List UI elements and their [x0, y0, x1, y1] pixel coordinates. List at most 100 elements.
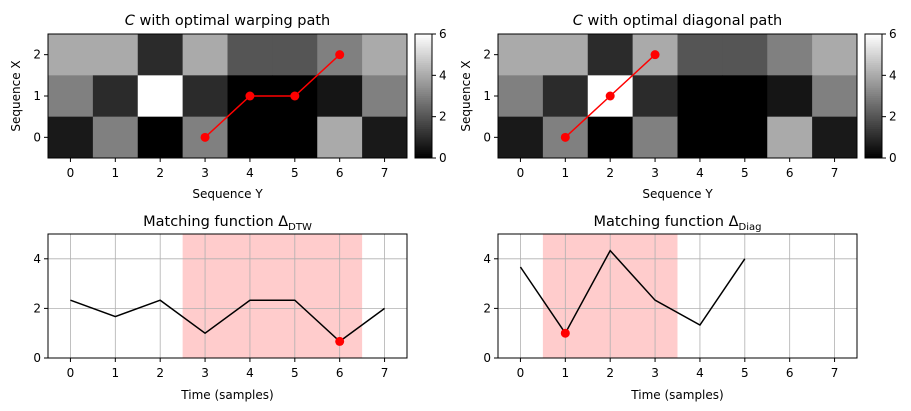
colorbar-swatch	[865, 81, 882, 85]
colorbar-swatch	[865, 38, 882, 41]
heatmap-cell	[137, 75, 184, 118]
heatmap-cell	[498, 116, 544, 159]
path-point	[290, 91, 300, 101]
colorbar-swatch	[415, 67, 432, 70]
x-tick-label: 6	[786, 166, 794, 180]
colorbar-swatch	[865, 137, 882, 140]
colorbar-swatch	[865, 145, 882, 149]
colorbar-swatch	[415, 102, 432, 105]
colorbar-swatch	[415, 120, 432, 124]
colorbar-swatch	[415, 139, 432, 142]
x-tick-label: 4	[246, 366, 254, 380]
heatmap-cell	[137, 116, 184, 159]
colorbar-swatch	[865, 147, 882, 151]
y-axis-label: Sequence X	[9, 60, 23, 131]
heatmap-cell	[362, 34, 408, 76]
colorbar-swatch	[865, 151, 882, 155]
colorbar-swatch	[865, 40, 882, 43]
heatmap-cell	[92, 75, 139, 118]
colorbar-swatch	[865, 48, 882, 52]
colorbar-tick-label: 0	[439, 151, 447, 165]
colorbar-swatch	[865, 155, 882, 159]
colorbar-swatch	[415, 110, 432, 114]
colorbar-swatch	[415, 151, 432, 155]
colorbar-swatch	[865, 139, 882, 142]
colorbar-swatch	[865, 69, 882, 72]
path-line	[204, 54, 341, 138]
colorbar-swatch	[415, 131, 432, 134]
heatmap-panel-warping: C with optimal warping path 0 1 2 3 4 5 6 7 0 1 2…	[9, 13, 447, 201]
colorbar-swatch	[415, 143, 432, 147]
y-tick-label: 2	[483, 301, 491, 315]
colorbar-tick-label: 0	[889, 151, 897, 165]
colorbar-swatch	[865, 73, 882, 76]
colorbar-swatch	[415, 58, 432, 62]
colorbar-swatch	[865, 44, 882, 47]
x-tick-label: 4	[246, 166, 254, 180]
colorbar-swatch	[865, 112, 882, 116]
colorbar-swatch	[865, 85, 882, 89]
line-panel-diag: Matching function ΔDiag 0 1 2 3 4 5 6 7 0 2 4 Tim…	[483, 214, 858, 402]
heatmap-cell	[272, 34, 318, 76]
colorbar-swatch	[415, 98, 432, 101]
x-tick-label: 1	[561, 366, 569, 380]
colorbar-swatch	[415, 145, 432, 149]
colorbar-swatch	[415, 83, 432, 87]
colorbar-swatch	[415, 96, 432, 99]
path-point	[650, 50, 660, 60]
min-point	[335, 336, 345, 346]
colorbar-swatch	[415, 34, 432, 37]
heatmap-cell	[812, 75, 858, 118]
highlight-span	[182, 234, 363, 358]
colorbar-swatch	[865, 129, 882, 132]
heatmap-cell	[317, 116, 363, 159]
colorbar-swatch	[865, 143, 882, 147]
x-tick-label: 0	[517, 366, 525, 380]
colorbar-swatch	[865, 75, 882, 78]
colorbar-swatch	[415, 42, 432, 45]
colorbar-swatch	[865, 96, 882, 99]
x-tick-label: 0	[67, 366, 75, 380]
colorbar-swatch	[415, 65, 432, 68]
heatmap-cell	[767, 116, 813, 159]
colorbar-swatch	[415, 85, 432, 89]
colorbar-swatch	[865, 153, 882, 157]
colorbar-tick-label: 6	[889, 27, 897, 41]
x-tick-label: 4	[696, 166, 704, 180]
y-tick-label: 4	[483, 252, 491, 266]
heatmap-cell	[137, 34, 184, 76]
x-axis-label: Time (samples)	[630, 388, 723, 402]
colorbar-swatch	[865, 106, 882, 109]
colorbar-swatch	[415, 89, 432, 93]
colorbar-swatch	[415, 124, 432, 128]
heatmap-cell	[722, 116, 768, 159]
colorbar-swatch	[865, 141, 882, 145]
plot-frame	[497, 233, 858, 359]
x-axis-label: Time (samples)	[180, 388, 273, 402]
colorbar-swatch	[415, 40, 432, 43]
colorbar-swatch	[415, 108, 432, 111]
y-tick-label: 0	[33, 130, 41, 144]
path-point	[560, 132, 570, 142]
colorbar-swatch	[865, 67, 882, 70]
colorbar-swatch	[865, 89, 882, 93]
colorbar-swatch	[415, 77, 432, 80]
colorbar-tick-label: 2	[889, 110, 897, 124]
colorbar-swatch	[415, 141, 432, 145]
heatmap-cell	[722, 75, 768, 118]
heatmap-cell	[48, 75, 94, 118]
y-tick-label: 2	[33, 301, 41, 315]
colorbar-tick-label: 4	[889, 68, 897, 82]
colorbar-swatch	[415, 133, 432, 136]
colorbar-swatch	[865, 127, 882, 130]
colorbar-swatch	[865, 91, 882, 95]
x-tick-label: 3	[201, 366, 209, 380]
heatmap-cell	[587, 116, 634, 159]
colorbar-swatch	[415, 52, 432, 56]
x-tick-label: 0	[67, 166, 75, 180]
y-tick-label: 1	[483, 89, 491, 103]
colorbar-swatch	[415, 147, 432, 151]
colorbar-swatch	[415, 116, 432, 120]
colorbar-swatch	[865, 79, 882, 83]
heatmap-panel-diagonal: C with optimal diagonal path 0 1 2 3 4 5 6 7 0 1…	[459, 13, 897, 201]
